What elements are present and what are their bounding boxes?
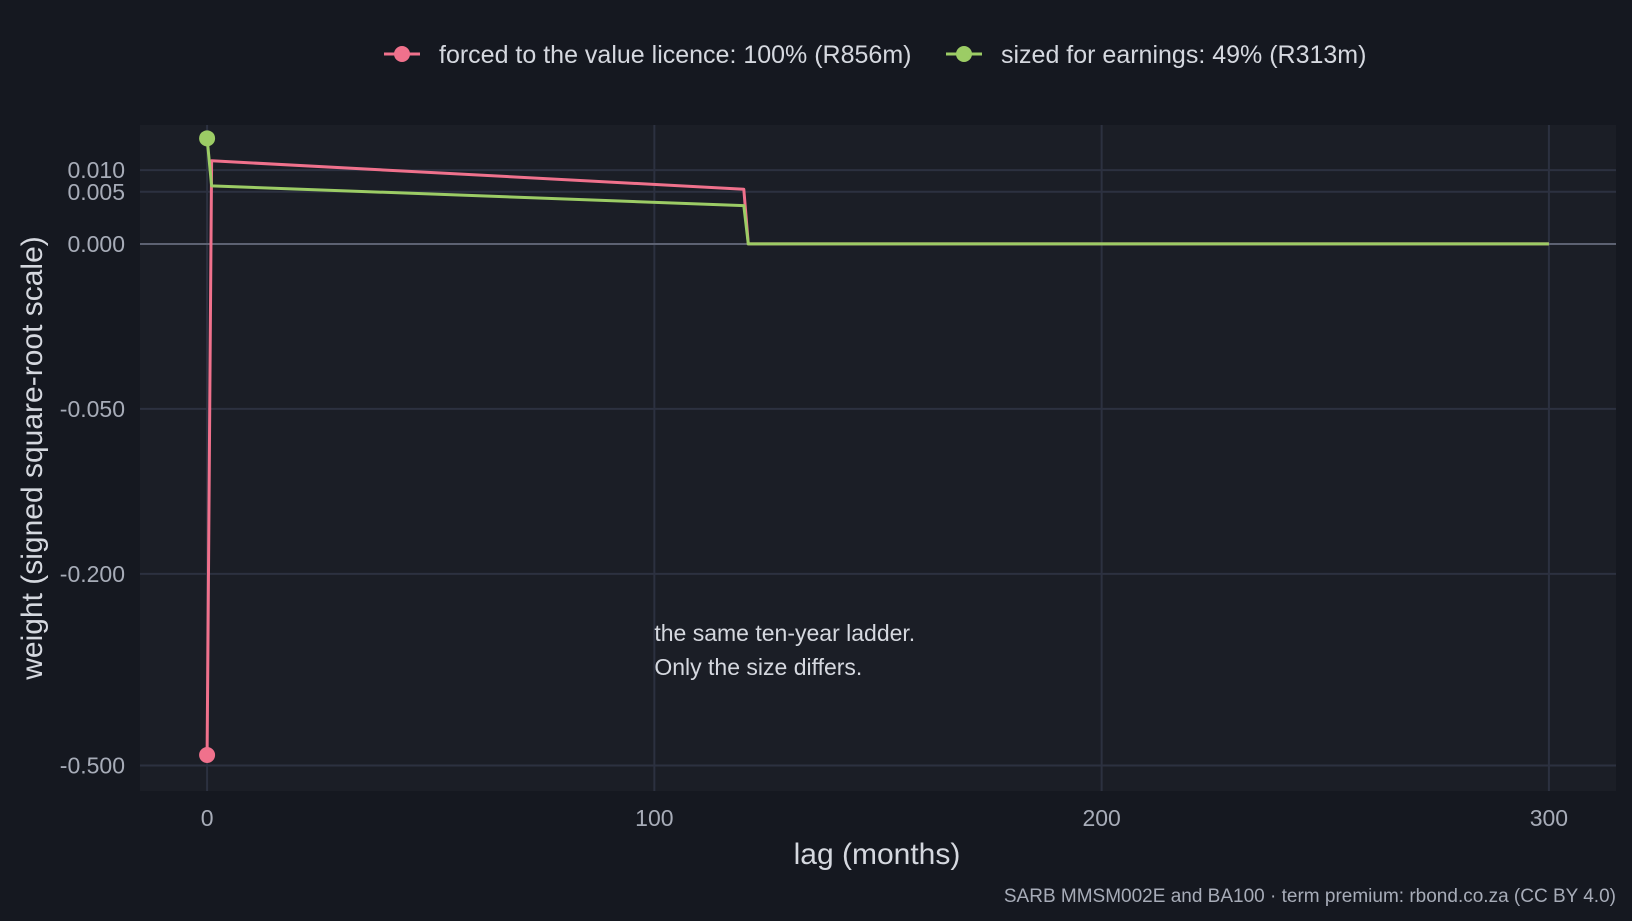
annotation-line: the same ten-year ladder. xyxy=(654,620,915,646)
y-tick-label: 0.000 xyxy=(67,231,125,257)
y-tick-label: -0.050 xyxy=(60,396,125,422)
legend-label-1: forced to the value licence: 100% (R856m… xyxy=(439,41,911,69)
y-tick-label: -0.200 xyxy=(60,561,125,587)
y-tick-label: 0.005 xyxy=(67,179,125,205)
x-tick-label: 0 xyxy=(201,805,214,831)
y-axis-title: weight (signed square-root scale) xyxy=(16,236,49,681)
x-tick-label: 100 xyxy=(635,805,673,831)
x-axis-title: lag (months) xyxy=(794,838,961,871)
legend: forced to the value licence: 100% (R856m… xyxy=(384,41,1366,69)
series-marker-2 xyxy=(199,130,216,147)
series-line-2 xyxy=(205,138,1549,246)
x-tick-label: 300 xyxy=(1530,805,1568,831)
x-tick-labels: 0 100 200 300 xyxy=(201,805,1568,831)
y-tick-label: -0.500 xyxy=(60,753,125,779)
annotations: the same ten-year ladder. Only the size d… xyxy=(654,620,915,680)
plot-panel xyxy=(140,125,1616,791)
x-tick-label: 200 xyxy=(1082,805,1120,831)
series-layer xyxy=(199,130,1549,764)
annotation-line: Only the size differs. xyxy=(654,654,862,680)
legend-key-dot-1 xyxy=(394,46,410,62)
series-marker-1 xyxy=(199,747,216,764)
y-gridlines xyxy=(140,169,1616,767)
y-tick-label: 0.010 xyxy=(67,157,125,183)
caption: SARB MMSM002E and BA100 · term premium: … xyxy=(1004,886,1616,907)
legend-label-2: sized for earnings: 49% (R313m) xyxy=(1001,41,1366,69)
legend-key-dot-2 xyxy=(956,46,972,62)
